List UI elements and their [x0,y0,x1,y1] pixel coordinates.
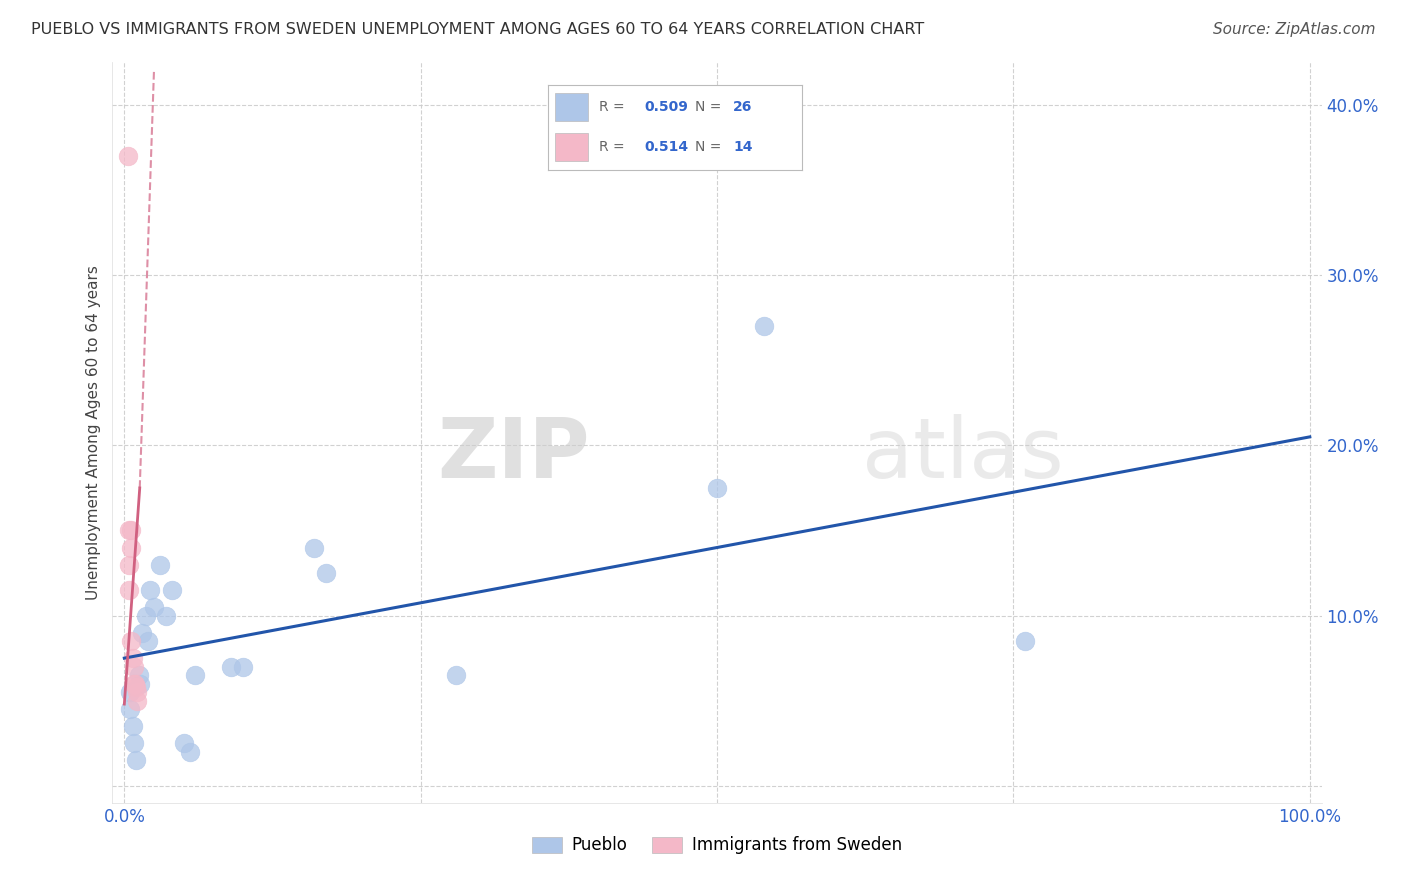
Point [128,668,150,682]
Point [118,582,141,597]
Point [143,600,166,615]
Legend: Pueblo, Immigrants from Sweden: Pueblo, Immigrants from Sweden [524,830,910,861]
Point [127,685,149,699]
Point [131,625,153,640]
Point [1014,634,1036,648]
Text: Source: ZipAtlas.com: Source: ZipAtlas.com [1212,22,1375,37]
Point [121,651,143,665]
Point [120,541,142,555]
Point [173,736,195,750]
Text: PUEBLO VS IMMIGRANTS FROM SWEDEN UNEMPLOYMENT AMONG AGES 60 TO 64 YEARS CORRELAT: PUEBLO VS IMMIGRANTS FROM SWEDEN UNEMPLO… [31,22,924,37]
Point [136,634,159,648]
Point [125,680,148,694]
Point [135,608,157,623]
Point [120,524,142,538]
Point [706,481,728,495]
Point [139,582,162,597]
Point [219,659,242,673]
Point [124,676,146,690]
Point [120,702,142,716]
Point [754,319,776,334]
Point [122,676,145,690]
Point [118,524,141,538]
Point [117,149,139,163]
Point [155,608,177,623]
Point [120,634,142,648]
Point [179,745,201,759]
Text: atlas: atlas [862,414,1064,495]
Point [122,659,145,673]
Point [121,719,143,733]
Point [160,582,183,597]
Point [184,668,207,682]
Point [118,558,141,572]
Text: ZIP: ZIP [437,414,591,495]
Point [232,659,254,673]
Point [315,566,337,580]
Point [446,668,468,682]
Point [149,558,172,572]
Point [302,541,325,555]
Point [128,676,150,690]
Point [125,753,148,767]
Point [127,694,149,708]
Point [120,685,142,699]
Point [122,736,145,750]
Y-axis label: Unemployment Among Ages 60 to 64 years: Unemployment Among Ages 60 to 64 years [86,265,101,600]
